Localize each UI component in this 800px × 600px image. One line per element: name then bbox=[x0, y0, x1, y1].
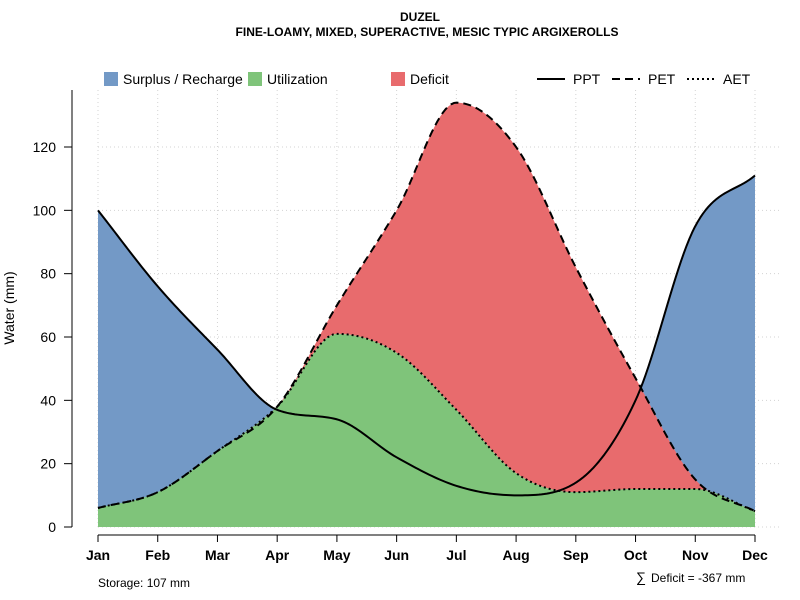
x-tick-label: Feb bbox=[145, 547, 170, 563]
legend-label-ppt: PPT bbox=[573, 71, 601, 87]
y-tick-label: 120 bbox=[33, 139, 57, 155]
series-line-ppt bbox=[97, 174, 756, 497]
x-tick-label: Mar bbox=[205, 547, 230, 563]
y-tick-label: 20 bbox=[40, 456, 56, 472]
x-tick-label: Nov bbox=[682, 547, 709, 563]
y-tick-label: 80 bbox=[40, 266, 56, 282]
x-tick-label: Aug bbox=[502, 547, 529, 563]
x-tick-label: Dec bbox=[742, 547, 768, 563]
x-tick-label: Jul bbox=[446, 547, 466, 563]
axes: 0 20 40 60 80 100 120 Jan Feb Mar Apr May Jun Jul Aug S… bbox=[33, 90, 768, 563]
area-deficit bbox=[98, 102, 755, 512]
x-tick-label: May bbox=[323, 547, 350, 563]
x-tick-label: Jun bbox=[384, 547, 409, 563]
legend: Surplus / Recharge Utilization Deficit P… bbox=[104, 71, 751, 87]
legend-swatch-utilization bbox=[248, 72, 262, 86]
series-lines bbox=[97, 101, 756, 513]
legend-label-aet: AET bbox=[723, 71, 751, 87]
y-tick-label: 40 bbox=[40, 392, 56, 408]
legend-label-surplus: Surplus / Recharge bbox=[123, 71, 243, 87]
series-line-pet bbox=[97, 101, 756, 513]
y-axis-label: Water (mm) bbox=[1, 271, 17, 344]
x-tick-label: Jan bbox=[86, 547, 110, 563]
y-tick-label: 0 bbox=[48, 519, 56, 535]
y-tick-label: 100 bbox=[33, 202, 57, 218]
x-tick-label: Oct bbox=[624, 547, 648, 563]
chart-title: DUZEL bbox=[400, 10, 440, 24]
deficit-annotation: Deficit = -367 mm bbox=[651, 571, 745, 585]
chart-subtitle: FINE-LOAMY, MIXED, SUPERACTIVE, MESIC TY… bbox=[236, 25, 619, 39]
deficit-sum-symbol: ∑ bbox=[636, 569, 646, 585]
area-utilization bbox=[98, 333, 755, 527]
y-tick-label: 60 bbox=[40, 329, 56, 345]
storage-annotation: Storage: 107 mm bbox=[98, 576, 190, 590]
x-tick-label: Apr bbox=[265, 547, 290, 563]
legend-label-deficit: Deficit bbox=[410, 71, 449, 87]
area-fills bbox=[98, 102, 755, 527]
legend-swatch-deficit bbox=[391, 72, 405, 86]
legend-label-utilization: Utilization bbox=[267, 71, 328, 87]
x-tick-label: Sep bbox=[563, 547, 589, 563]
legend-label-pet: PET bbox=[648, 71, 676, 87]
legend-swatch-surplus bbox=[104, 72, 118, 86]
